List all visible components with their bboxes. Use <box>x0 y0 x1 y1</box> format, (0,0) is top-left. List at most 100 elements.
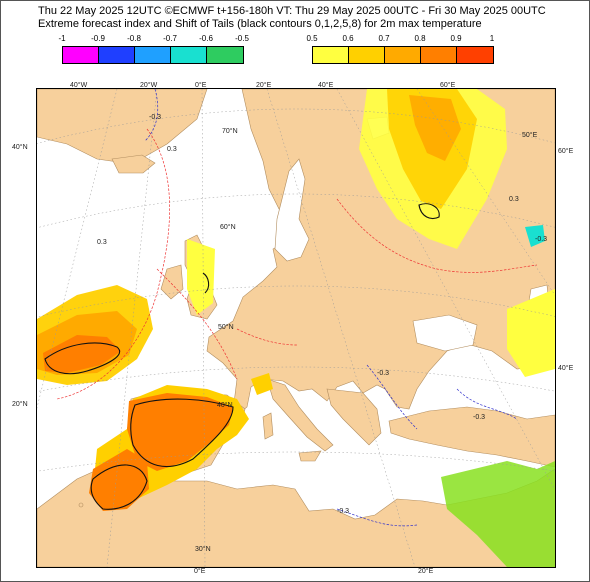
contour-red-central <box>236 328 298 346</box>
land-sardinia <box>262 412 274 440</box>
contour-black-russia <box>418 203 440 220</box>
legend-swatch <box>385 47 421 63</box>
land-iceland <box>111 154 156 174</box>
efi-cold-caspian <box>525 225 545 247</box>
meridian-20e <box>266 89 416 567</box>
grid-label-70n: 70°N <box>222 127 238 135</box>
sot-negative-contours <box>144 89 518 527</box>
legend-label: -0.5 <box>235 34 249 43</box>
legend-label: 0.5 <box>306 34 318 43</box>
sea-baltic <box>274 158 310 262</box>
contour-label-3: -0.3 <box>377 370 389 377</box>
land-anatolia <box>388 406 555 468</box>
edge-label-0e-bottom: 0°E <box>194 568 206 575</box>
contour-blue-balkans <box>366 364 418 430</box>
efi-atlantic-08 <box>43 335 121 373</box>
legend-warm-labels: 0.5 0.6 0.7 0.8 0.9 1 <box>306 34 495 46</box>
contour-black-atlantic <box>44 342 120 375</box>
legend-swatch <box>99 47 135 63</box>
contour-black-britain <box>202 272 210 294</box>
efi-map: -0.3 0.3 -0.3 -0.3 0.3 -0.3 0.3 -0.3 70°… <box>37 89 555 567</box>
meridian-20w <box>106 89 158 567</box>
land-canary-islands <box>78 502 84 508</box>
legend-swatch <box>63 47 99 63</box>
legend-cold-swatches <box>62 46 244 64</box>
parallel-60n <box>37 193 555 229</box>
contour-label-1: -0.3 <box>149 114 161 121</box>
contour-black-iberia <box>130 398 234 468</box>
efi-britain-05 <box>187 239 215 315</box>
legend-label: -0.8 <box>127 34 141 43</box>
grid-label-40n: 40°N <box>217 401 233 409</box>
contour-label-2: 0.3 <box>97 239 107 246</box>
contour-blue-greenland <box>144 89 159 142</box>
legend-swatch <box>207 47 243 63</box>
legend-label: 1 <box>489 34 495 43</box>
contour-blue-turkey <box>456 388 518 420</box>
legend-warm: 0.5 0.6 0.7 0.8 0.9 1 <box>306 34 495 64</box>
efi-caucasus-05 <box>507 289 555 377</box>
title-line-2: Extreme forecast index and Shift of Tail… <box>38 18 482 30</box>
graticule <box>37 89 555 567</box>
edge-label-40w: 40°W <box>70 82 88 89</box>
grid-label-60n: 60°N <box>220 223 236 231</box>
legend-label: -0.9 <box>91 34 105 43</box>
parallel-50n <box>37 285 555 318</box>
legend-swatch <box>421 47 457 63</box>
legend-swatch <box>457 47 493 63</box>
contour-label-8: -0.3 <box>473 414 485 421</box>
contour-label-4: -0.3 <box>337 508 349 515</box>
contour-red-russia <box>336 198 538 273</box>
legend-label: -1 <box>58 34 66 43</box>
legend-label: 0.6 <box>342 34 354 43</box>
edge-label-40e-top: 40°E <box>318 82 334 89</box>
contour-blue-libya <box>336 508 418 527</box>
contour-label-5: 0.3 <box>509 196 519 203</box>
land-ireland <box>160 264 184 300</box>
legend-swatch <box>135 47 171 63</box>
contour-red-britain <box>156 268 238 380</box>
legend-label: 0.8 <box>414 34 426 43</box>
efi-warm-shading <box>37 89 555 511</box>
legend-cold: -1 -0.9 -0.8 -0.7 -0.6 -0.5 <box>58 34 249 64</box>
efi-russia-07 <box>409 95 461 161</box>
edge-label-60e-right: 60°E <box>558 148 574 155</box>
edge-label-20e-bottom: 20°E <box>418 568 434 575</box>
grid-label-30n: 30°N <box>195 545 211 553</box>
edge-label-40e-right: 40°E <box>558 365 574 372</box>
legend-warm-swatches <box>312 46 494 64</box>
edge-label-0e-top: 0°E <box>195 82 207 89</box>
efi-iberia-08 <box>127 393 233 471</box>
sot-positive-contours <box>56 128 538 400</box>
edge-label-20e-top: 20°E <box>256 82 272 89</box>
contour-red-atlantic <box>56 128 170 400</box>
contour-label-6: -0.3 <box>535 236 547 243</box>
title-line-1: Thu 22 May 2025 12UTC ©ECMWF t+156-180h … <box>38 5 546 17</box>
parallel-30n <box>37 451 555 472</box>
land-sicily <box>298 450 322 462</box>
edge-label-20n-left: 20°N <box>12 401 28 408</box>
meridian-40e <box>336 89 555 491</box>
legend-label: -0.7 <box>163 34 177 43</box>
grid-label-50e: 50°E <box>522 131 538 139</box>
edge-label-40n-left: 40°N <box>12 144 28 151</box>
legend-cold-labels: -1 -0.9 -0.8 -0.7 -0.6 -0.5 <box>58 34 248 46</box>
contour-labels: -0.3 0.3 -0.3 -0.3 0.3 -0.3 0.3 -0.3 <box>97 114 547 515</box>
land-italy <box>266 378 334 452</box>
legend-swatch <box>313 47 349 63</box>
efi-morocco-08 <box>89 449 149 511</box>
parallel-40n <box>37 366 555 392</box>
edge-label-20w: 20°W <box>140 82 158 89</box>
land-balkans <box>326 388 382 446</box>
parallel-70n <box>37 108 555 144</box>
map-panel: -0.3 0.3 -0.3 -0.3 0.3 -0.3 0.3 -0.3 70°… <box>36 88 556 568</box>
edge-label-60e-top: 60°E <box>440 82 456 89</box>
legend-swatch <box>349 47 385 63</box>
contour-label-7: 0.3 <box>167 146 177 153</box>
legend-label: 0.9 <box>450 34 462 43</box>
legend-label: 0.7 <box>378 34 390 43</box>
contour-black-morocco <box>90 464 148 510</box>
efi-cold-levant-05 <box>441 461 555 567</box>
legend-swatch <box>171 47 207 63</box>
sea-black <box>412 314 478 352</box>
